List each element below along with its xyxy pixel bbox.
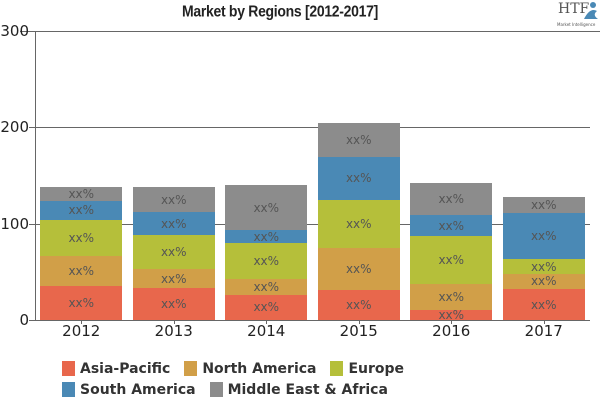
x-tick [358, 320, 360, 324]
x-tick-label: 2013 [154, 322, 193, 340]
x-tick-label: 2012 [62, 322, 101, 340]
stacked-bar-2014: xx% xx% xx% xx% xx% [225, 185, 308, 320]
bar-segment: xx% [502, 273, 585, 290]
legend-swatch-icon [209, 382, 223, 397]
stacked-bar-2017: xx% xx% xx% xx% xx% [502, 196, 585, 320]
bar-segment: xx% [317, 122, 400, 158]
bar-segment: xx% [40, 286, 123, 320]
bar-segment: xx% [40, 219, 123, 257]
legend-label: Middle East & Africa [227, 381, 388, 398]
bar-segment: xx% [132, 268, 215, 289]
y-tick [29, 127, 35, 129]
x-tick [81, 320, 83, 324]
y-tick [29, 223, 35, 225]
htf-logo: HTF Market Intelligence [555, 1, 600, 31]
stacked-bar-2013: xx% xx% xx% xx% xx% [132, 187, 215, 320]
bar-segment: xx% [502, 213, 585, 260]
y-tick [29, 31, 35, 32]
bar-segment: xx% [225, 278, 308, 295]
legend-item[interactable]: Asia-Pacific [62, 359, 170, 378]
chart-title-text: Market by Regions [2012-2017] [182, 2, 378, 20]
x-tick-label: 2017 [524, 322, 563, 340]
legend-item[interactable]: Europe [330, 359, 404, 378]
bar-segment: xx% [225, 242, 308, 279]
bar-segment: xx% [317, 199, 400, 248]
bar-segment: xx% [410, 183, 493, 216]
gridline [35, 31, 590, 32]
legend-label: Europe [348, 360, 405, 377]
x-axis-line [35, 320, 590, 321]
bar-segment: xx% [40, 256, 123, 287]
legend-item[interactable]: Middle East & Africa [209, 380, 388, 399]
bar-segment: xx% [410, 284, 493, 311]
x-tick [543, 320, 545, 324]
y-tick [29, 320, 35, 321]
legend-item[interactable]: North America [184, 359, 316, 378]
y-tick-label: 100 [0, 214, 29, 233]
legend-label: South America [80, 381, 196, 398]
logo-subtext: Market Intelligence [557, 22, 596, 27]
x-tick-label: 2015 [339, 322, 378, 340]
legend-swatch-icon [184, 361, 198, 376]
x-tick-label: 2014 [247, 322, 286, 340]
legend-swatch-icon [330, 361, 344, 376]
legend-label: North America [202, 360, 317, 377]
bar-segment: xx% [225, 294, 308, 320]
x-tick [451, 320, 453, 324]
logo-text: HTF [558, 1, 590, 17]
bar-segment: xx% [502, 259, 585, 274]
x-tick [173, 320, 175, 324]
bar-segment: xx% [317, 247, 400, 291]
bar-segment: xx% [410, 236, 493, 285]
stacked-bar-2016: xx% xx% xx% xx% xx% [410, 183, 493, 321]
bar-segment: xx% [410, 215, 493, 237]
bar-segment: xx% [317, 290, 400, 320]
stacked-bar-2012: xx% xx% xx% xx% xx% [40, 187, 123, 320]
bar-segment: xx% [40, 187, 123, 201]
bar-segment: xx% [502, 196, 585, 214]
legend-swatch-icon [62, 382, 75, 397]
x-tick-label: 2016 [432, 322, 471, 340]
y-tick-label: 0 [19, 311, 29, 329]
gridline [35, 223, 590, 225]
bar-segment: xx% [410, 309, 493, 321]
bar-segment: xx% [317, 157, 400, 200]
legend-item[interactable]: South America [62, 380, 196, 399]
y-tick-label: 200 [0, 118, 29, 137]
bar-segment: xx% [132, 187, 215, 213]
bar-segment: xx% [132, 288, 215, 320]
stacked-bar-2015: xx% xx% xx% xx% xx% [317, 122, 400, 320]
gridline [35, 127, 590, 129]
bar-segment: xx% [132, 235, 215, 269]
chart-title: Market by Regions [2012-2017] [0, 2, 600, 20]
bar-segment: xx% [502, 289, 585, 320]
y-tick-label: 300 [0, 22, 29, 40]
bar-segment: xx% [40, 200, 123, 220]
logo-figure-icon [584, 2, 598, 19]
legend-label: Asia-Pacific [80, 360, 171, 377]
chart-legend: Asia-Pacific North America Europe South Ame… [62, 359, 562, 401]
bar-segment: xx% [225, 230, 308, 243]
bar-segment: xx% [132, 212, 215, 236]
x-tick [266, 320, 268, 324]
y-axis-line [35, 31, 36, 320]
bar-segment: xx% [225, 185, 308, 231]
legend-swatch-icon [62, 361, 75, 376]
